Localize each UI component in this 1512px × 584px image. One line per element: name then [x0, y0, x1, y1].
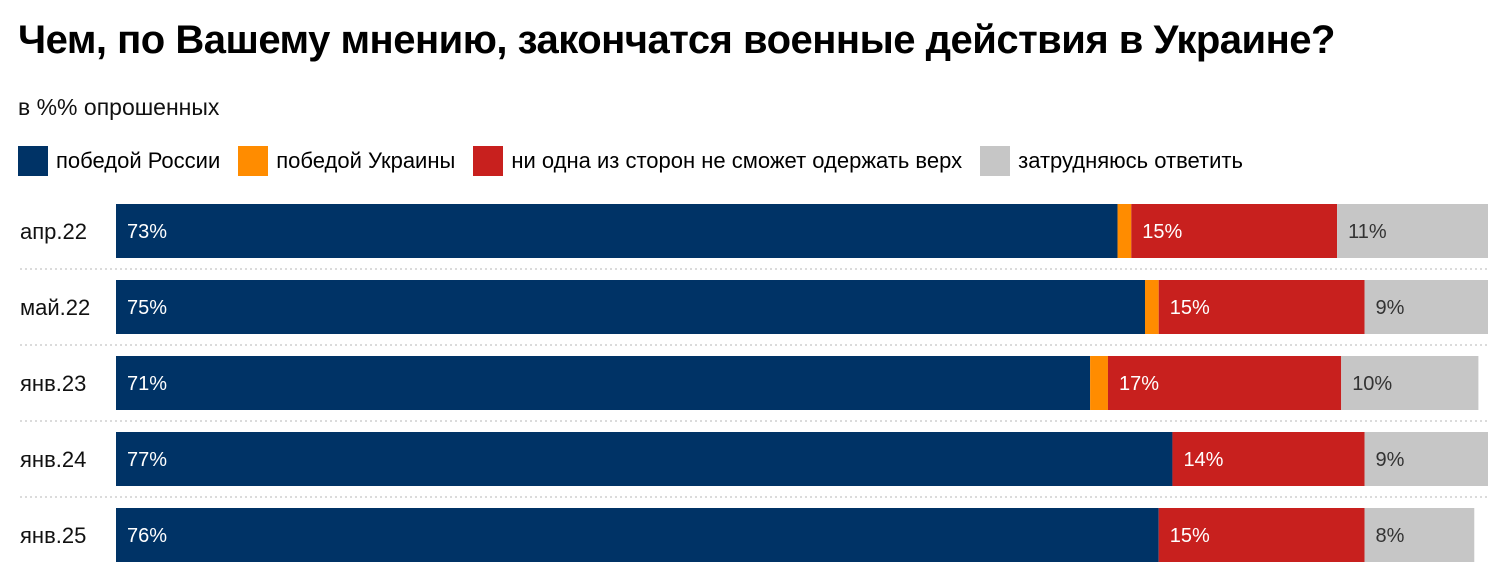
bar-segment-neither — [1172, 432, 1365, 486]
data-label-russia: 75% — [127, 297, 167, 319]
bar-segment-neither — [1131, 204, 1338, 258]
category-label: янв.23 — [20, 371, 86, 396]
bar-segment-ukraine — [1145, 280, 1159, 334]
bar-segment-russia — [116, 432, 1173, 486]
legend-label-russia: победой России — [56, 148, 221, 173]
bar-segment-undecided — [1337, 204, 1488, 258]
data-label-neither: 15% — [1170, 297, 1210, 319]
legend-swatch-undecided — [980, 146, 1011, 176]
legend-label-ukraine: победой Украины — [276, 148, 456, 173]
data-label-russia: 73% — [127, 221, 167, 243]
bar-segment-undecided — [1364, 508, 1475, 562]
bar-segment-russia — [116, 508, 1159, 562]
legend-swatch-neither — [473, 146, 504, 176]
bar-segment-russia — [116, 204, 1118, 258]
data-label-russia: 71% — [127, 373, 167, 395]
legend-item-ukraine: победой Украины — [238, 146, 455, 176]
bar-segment-neither — [1107, 356, 1342, 410]
legend-label-neither: ни одна из сторон не сможет одержать вер… — [511, 148, 963, 173]
chart-legend: победой России победой Украины ни одна и… — [18, 146, 1261, 176]
bar-segment-undecided — [1364, 280, 1488, 334]
category-label: янв.25 — [20, 523, 86, 548]
legend-label-undecided: затрудняюсь ответить — [1018, 148, 1243, 173]
data-label-neither: 15% — [1170, 525, 1210, 547]
legend-item-russia: победой России — [18, 146, 220, 176]
category-label: апр.22 — [20, 219, 87, 244]
data-label-neither: 15% — [1142, 221, 1182, 243]
legend-item-undecided: затрудняюсь ответить — [980, 146, 1243, 176]
chart-title: Чем, по Вашему мнению, закончатся военны… — [18, 18, 1335, 62]
legend-swatch-russia — [18, 146, 48, 176]
legend-swatch-ukraine — [238, 146, 269, 176]
data-label-undecided: 9% — [1376, 449, 1405, 471]
bar-segment-neither — [1158, 508, 1365, 562]
bar-segment-ukraine — [1117, 204, 1132, 258]
data-label-neither: 14% — [1183, 449, 1223, 471]
bar-segment-neither — [1158, 280, 1365, 334]
category-label: май.22 — [20, 295, 90, 320]
data-label-neither: 17% — [1119, 373, 1159, 395]
category-label: янв.24 — [20, 447, 86, 472]
data-label-undecided: 11% — [1348, 221, 1387, 243]
bar-segment-russia — [116, 356, 1091, 410]
bar-segment-ukraine — [1090, 356, 1108, 410]
data-label-undecided: 10% — [1352, 373, 1392, 395]
data-label-undecided: 8% — [1376, 525, 1405, 547]
data-label-russia: 76% — [127, 525, 167, 547]
bar-segment-undecided — [1341, 356, 1479, 410]
bar-segment-undecided — [1364, 432, 1488, 486]
bar-segment-russia — [116, 280, 1145, 334]
data-label-russia: 77% — [127, 449, 167, 471]
data-label-undecided: 9% — [1376, 297, 1405, 319]
stacked-bar-chart: апр.22 73% 15% 11% май.22 75% 15% 9% янв.23 71% 17… — [20, 204, 1490, 562]
chart-subtitle: в %% опрошенных — [18, 94, 220, 120]
legend-item-neither: ни одна из сторон не сможет одержать вер… — [473, 146, 962, 176]
